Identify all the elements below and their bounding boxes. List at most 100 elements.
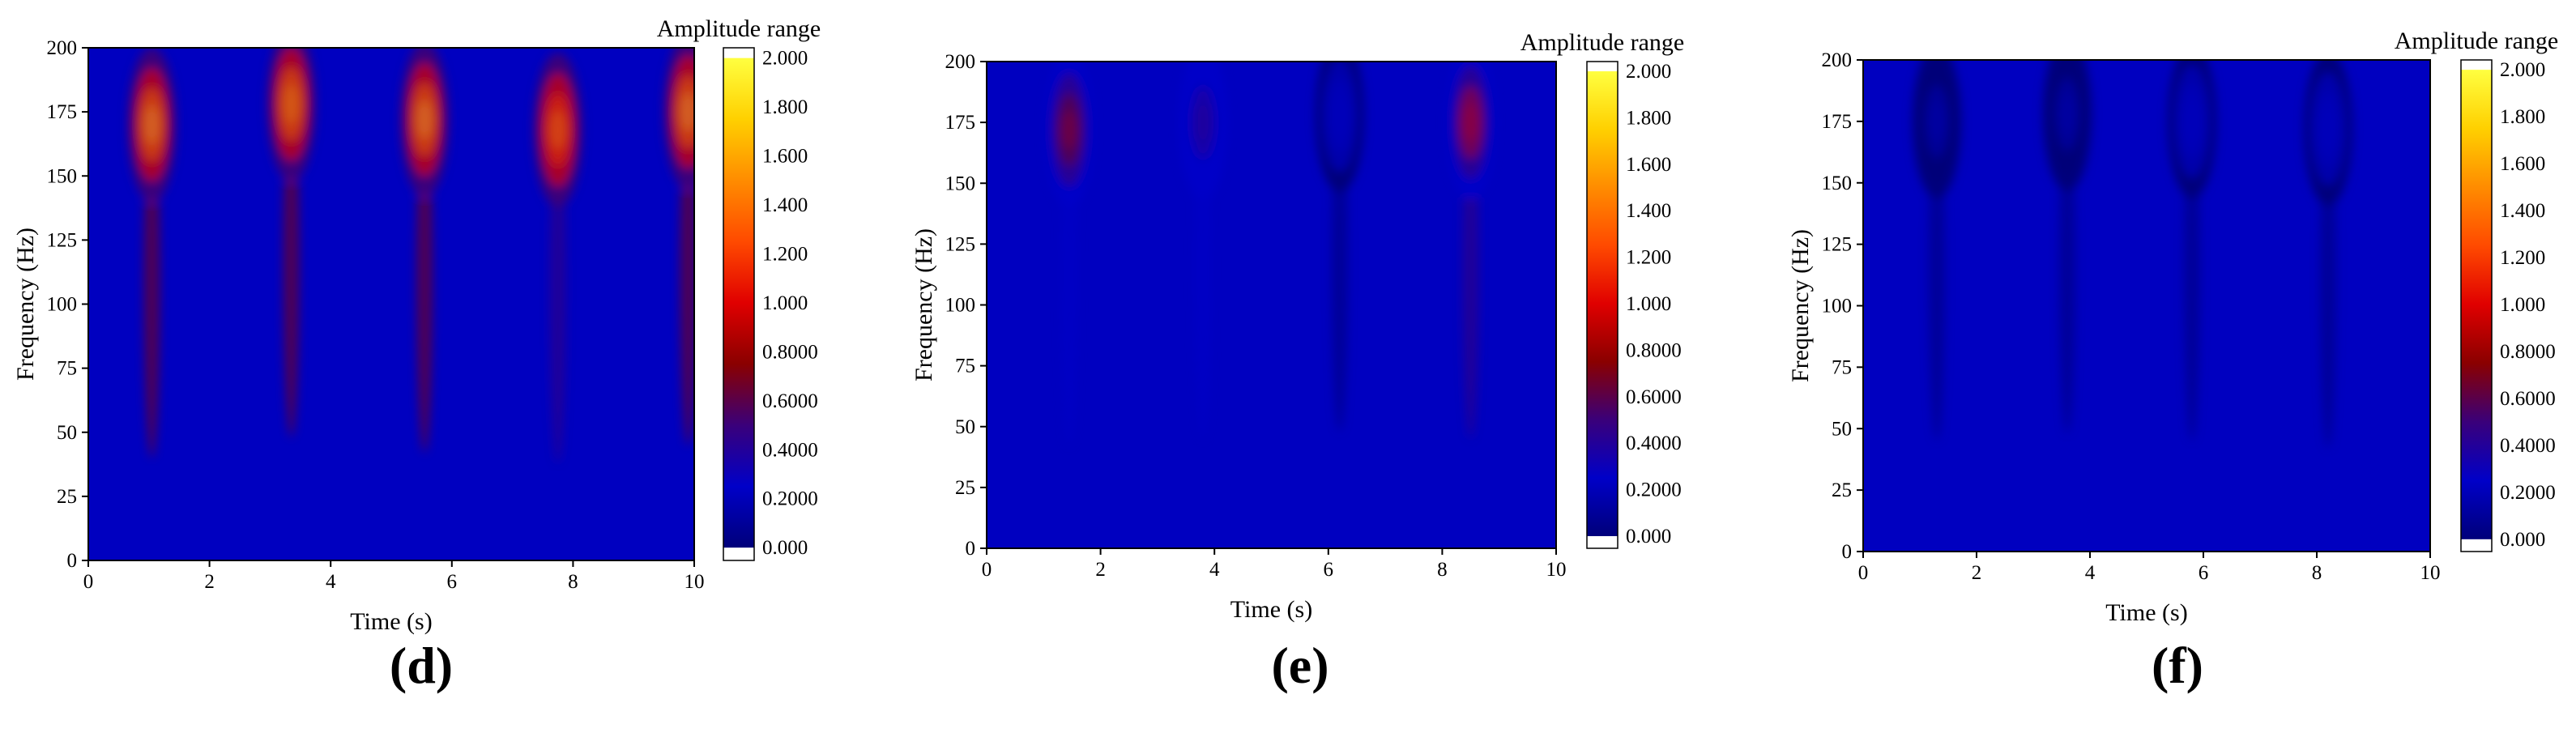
colorbar-tick-label: 1.600 (1626, 154, 1671, 176)
colorbar-tick-label: 0.4000 (2500, 435, 2556, 457)
y-tick-label: 75 (955, 356, 975, 377)
y-tick-label: 150 (945, 173, 976, 194)
colorbar-tick-label: 1.600 (2500, 153, 2545, 175)
hotspot-layer (284, 84, 299, 124)
hotspot-layer (1061, 110, 1077, 150)
colorbar-tick-label: 2.000 (2500, 59, 2545, 81)
colorbar-tick-label: 1.000 (2500, 294, 2545, 316)
hotspot-layer (2321, 109, 2335, 148)
y-axis-label: Frequency (Hz) (911, 228, 937, 381)
x-tick-label: 0 (982, 559, 992, 581)
hotspot-3 (400, 48, 450, 454)
hotspot-1 (1913, 60, 1961, 441)
panel-label: (f) (2152, 637, 2203, 694)
colorbar-title: Amplitude range (1520, 29, 1684, 56)
panel-label: (e) (1271, 637, 1329, 694)
y-tick-label: 100 (1822, 296, 1853, 317)
y-tick-label: 175 (47, 101, 78, 123)
x-tick-label: 4 (326, 571, 336, 593)
colorbar: 0.000 0.2000 0.4000 0.6000 0.8000 1.000 1.200 1… (2395, 28, 2558, 552)
x-tick-label: 6 (447, 571, 458, 593)
heatmap-background (88, 48, 694, 560)
y-tick-label: 175 (945, 112, 976, 134)
x-axis-label: Time (s) (2105, 599, 2187, 626)
heatmap-hotspots (1913, 60, 2352, 449)
colorbar-tick-label: 0.4000 (1626, 432, 1682, 454)
colorbar-tick-label: 1.200 (2500, 247, 2545, 269)
colorbar-tick-label: 1.800 (2500, 106, 2545, 128)
y-tick-label: 125 (47, 229, 78, 251)
colorbar-tick-label: 0.6000 (762, 390, 818, 412)
colorbar-tick-label: 1.400 (1626, 200, 1671, 222)
colorbar-tick-label: 0.8000 (1626, 339, 1682, 361)
colorbar-tick-label: 1.400 (762, 194, 808, 216)
colorbar: 0.000 0.2000 0.4000 0.6000 0.8000 1.000 1.200 1… (1520, 29, 1684, 549)
hotspot-layer (1332, 96, 1347, 135)
x-tick-label: 4 (2085, 562, 2096, 584)
colorbar-tick-label: 0.4000 (762, 439, 818, 461)
x-tick-label: 8 (568, 571, 578, 593)
x-tick-label: 6 (2199, 562, 2209, 584)
x-tick-label: 8 (2312, 562, 2322, 584)
y-tick-label: 25 (1832, 479, 1852, 501)
y-tick-label: 150 (1822, 173, 1853, 194)
colorbar-tick-label: 0.8000 (2500, 341, 2556, 363)
colorbar-frame (2460, 59, 2493, 552)
heatmap-hotspots (127, 48, 694, 463)
hotspot-4 (533, 53, 582, 463)
colorbar-title: Amplitude range (657, 15, 821, 42)
colorbar-tick-label: 1.200 (762, 243, 808, 265)
hotspot-layer (550, 110, 565, 150)
y-axis-label: Frequency (Hz) (12, 228, 39, 381)
y-tick-label: 175 (1822, 111, 1853, 133)
hotspot-5 (663, 48, 694, 445)
y-tick-label: 25 (57, 486, 77, 508)
x-tick-label: 0 (83, 571, 94, 593)
x-tick-label: 10 (1546, 559, 1567, 581)
colorbar-tick-label: 1.600 (762, 146, 808, 168)
hotspot-4 (2304, 60, 2352, 449)
colorbar-gradient (1587, 71, 1618, 536)
colorbar-tick-label: 1.000 (1626, 293, 1671, 315)
colorbar-tick-label: 0.000 (762, 537, 808, 559)
y-tick-label: 50 (57, 422, 77, 444)
colorbar-tick-label: 1.800 (762, 96, 808, 118)
x-tick-label: 2 (1972, 562, 1982, 584)
hotspot-layer (144, 104, 160, 144)
x-tick-label: 2 (1095, 559, 1106, 581)
x-tick-label: 2 (204, 571, 215, 593)
hotspot-layer (2060, 94, 2075, 134)
y-tick-label: 25 (955, 477, 975, 499)
colorbar-tick-label: 0.000 (1626, 526, 1671, 547)
colorbar-tick-label: 2.000 (762, 48, 808, 70)
hotspot-layer (417, 100, 433, 139)
colorbar-tick-label: 0.6000 (2500, 388, 2556, 410)
colorbar-tick-label: 1.000 (762, 292, 808, 314)
x-tick-label: 4 (1209, 559, 1220, 581)
y-tick-label: 0 (67, 550, 78, 572)
colorbar-tick-label: 0.8000 (762, 341, 818, 363)
colorbar-frame (723, 47, 755, 561)
hotspot-layer (680, 92, 694, 132)
y-tick-label: 0 (966, 538, 976, 560)
x-tick-label: 0 (1858, 562, 1869, 584)
colorbar-tick-label: 0.000 (2500, 529, 2545, 551)
hotspot-layer (2185, 101, 2199, 141)
panel-label: (d) (390, 637, 453, 694)
x-tick-label: 10 (2420, 562, 2441, 584)
y-tick-label: 125 (945, 233, 976, 255)
y-tick-label: 50 (1832, 418, 1852, 440)
hotspot-layer (1196, 103, 1211, 143)
colorbar-title: Amplitude range (2395, 28, 2558, 54)
y-tick-label: 75 (1832, 356, 1852, 378)
x-tick-label: 6 (1324, 559, 1334, 581)
hotspot-1 (127, 48, 177, 458)
hotspot-3 (2168, 60, 2216, 441)
hotspot-2 (2043, 60, 2092, 434)
y-tick-label: 0 (1842, 541, 1853, 563)
y-tick-label: 150 (47, 165, 78, 187)
colorbar-tick-label: 2.000 (1626, 61, 1671, 83)
y-tick-label: 200 (1822, 49, 1853, 71)
